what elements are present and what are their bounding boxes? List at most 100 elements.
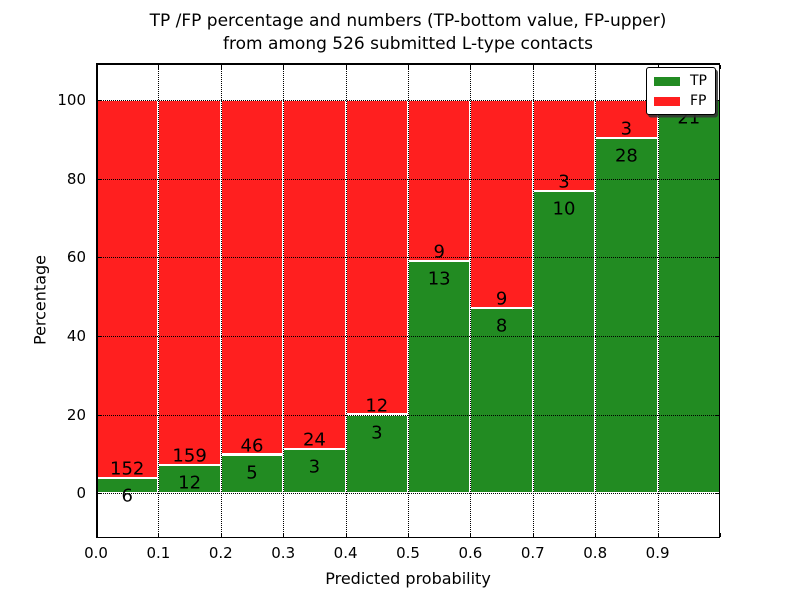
y-tick-mark — [714, 100, 719, 102]
y-tick-label: 40 — [66, 326, 86, 345]
x-tick-label: 0.0 — [84, 544, 108, 562]
x-tick-label: 0.4 — [333, 544, 358, 562]
bar-segment-fp — [158, 100, 221, 466]
tp-count-label: 10 — [552, 198, 576, 220]
gridline-vertical — [470, 63, 472, 538]
x-tick-mark — [158, 64, 160, 69]
gridline-vertical — [158, 63, 160, 538]
y-tick-label: 20 — [66, 405, 86, 424]
bar-segment-fp — [532, 100, 596, 191]
tp-count-label: 12 — [178, 472, 202, 494]
bar-segment-tp — [283, 449, 346, 493]
fp-count-label: 152 — [110, 458, 145, 480]
fp-count-label: 12 — [365, 395, 389, 416]
bar-segment-tp — [595, 138, 658, 493]
gridline-vertical — [283, 63, 285, 538]
x-tick-mark — [283, 64, 285, 69]
x-tick-label: 0.7 — [520, 544, 545, 562]
tp-count-label: 8 — [495, 315, 508, 337]
bar-segment-fp — [220, 100, 284, 455]
y-tick-mark — [97, 335, 102, 337]
gridline-vertical — [532, 63, 534, 538]
x-tick-mark — [220, 64, 222, 69]
x-tick-mark — [657, 532, 659, 537]
bar-segment-tp — [158, 465, 221, 493]
y-tick-label: 100 — [57, 91, 86, 110]
axis-spine-top — [96, 63, 720, 65]
fp-count-label: 3 — [620, 118, 633, 140]
chart-title-line2: from among 526 submitted L-type contacts — [222, 34, 593, 54]
fp-count-label: 9 — [433, 241, 445, 263]
tp-count-label: 6 — [121, 485, 133, 507]
fp-count-label: 9 — [495, 288, 508, 310]
legend-label: FP — [690, 93, 707, 109]
x-tick-label: 0.6 — [458, 544, 483, 562]
x-axis-label: Predicted probability — [325, 569, 491, 588]
y-tick-label: 0 — [76, 484, 86, 502]
legend-label: TP — [690, 73, 707, 89]
x-tick-mark — [470, 64, 472, 69]
gridline-vertical — [595, 63, 597, 538]
x-tick-mark — [158, 532, 160, 537]
y-tick-mark — [97, 414, 102, 416]
plot-area: 6 152 12 159 5 46 3 24 3 12 13 9 8 9 10 3 28 3 21 — [96, 63, 721, 538]
y-tick-mark — [714, 257, 719, 259]
y-tick-mark — [97, 178, 102, 180]
x-tick-mark — [532, 532, 534, 537]
axis-spine-bottom — [96, 536, 720, 538]
x-tick-mark — [657, 64, 659, 69]
y-tick-mark — [97, 493, 102, 494]
legend-entry-tp: TP — [654, 74, 707, 88]
bar-segment-fp — [283, 100, 346, 450]
fp-count-label: 24 — [302, 429, 326, 451]
x-tick-mark — [96, 64, 97, 69]
x-tick-label: 0.9 — [645, 544, 670, 562]
gridline-vertical — [220, 63, 222, 538]
y-tick-mark — [97, 100, 102, 102]
bar-segment-fp — [470, 100, 533, 309]
bar-segment-tp — [657, 100, 720, 493]
x-tick-mark — [408, 64, 409, 69]
y-tick-label: 60 — [66, 248, 86, 267]
bar-segment-tp — [220, 454, 284, 493]
bar-segment-fp — [408, 100, 471, 261]
tp-count-label: 5 — [246, 462, 258, 483]
x-tick-mark — [470, 532, 472, 537]
x-tick-mark — [595, 532, 597, 537]
legend: TP FP — [646, 67, 716, 115]
tp-swatch-icon — [654, 76, 680, 86]
x-tick-mark — [408, 532, 409, 537]
x-tick-mark — [595, 64, 597, 69]
tp-count-label: 3 — [371, 422, 383, 443]
gridline-vertical — [408, 63, 409, 538]
fp-swatch-icon — [654, 96, 680, 106]
x-tick-mark — [532, 64, 534, 69]
x-tick-mark — [720, 532, 721, 537]
axis-spine-right — [718, 63, 720, 538]
gridline-vertical — [345, 63, 347, 538]
y-tick-mark — [714, 414, 719, 416]
bar-segment-fp — [96, 100, 159, 479]
x-tick-mark — [220, 532, 222, 537]
y-tick-mark — [714, 493, 719, 494]
x-tick-mark — [345, 532, 347, 537]
y-tick-label: 80 — [66, 169, 86, 188]
x-tick-label: 0.3 — [271, 544, 296, 562]
gridline-vertical — [657, 63, 659, 538]
y-tick-mark — [714, 335, 719, 337]
x-tick-label: 0.1 — [146, 544, 171, 562]
x-tick-mark — [283, 532, 285, 537]
tp-count-label: 3 — [308, 456, 321, 478]
fp-count-label: 3 — [558, 171, 570, 193]
fp-count-label: 46 — [240, 435, 264, 456]
tp-count-label: 28 — [614, 145, 638, 167]
bar-segment-tp — [532, 190, 596, 493]
x-tick-label: 0.8 — [583, 544, 608, 562]
x-tick-label: 0.5 — [396, 544, 420, 562]
legend-entry-fp: FP — [654, 94, 707, 108]
fp-count-label: 159 — [172, 445, 207, 467]
axis-spine-left — [96, 63, 98, 538]
x-tick-mark — [345, 64, 347, 69]
bar-segment-tp — [408, 260, 471, 493]
x-tick-mark — [96, 532, 97, 537]
